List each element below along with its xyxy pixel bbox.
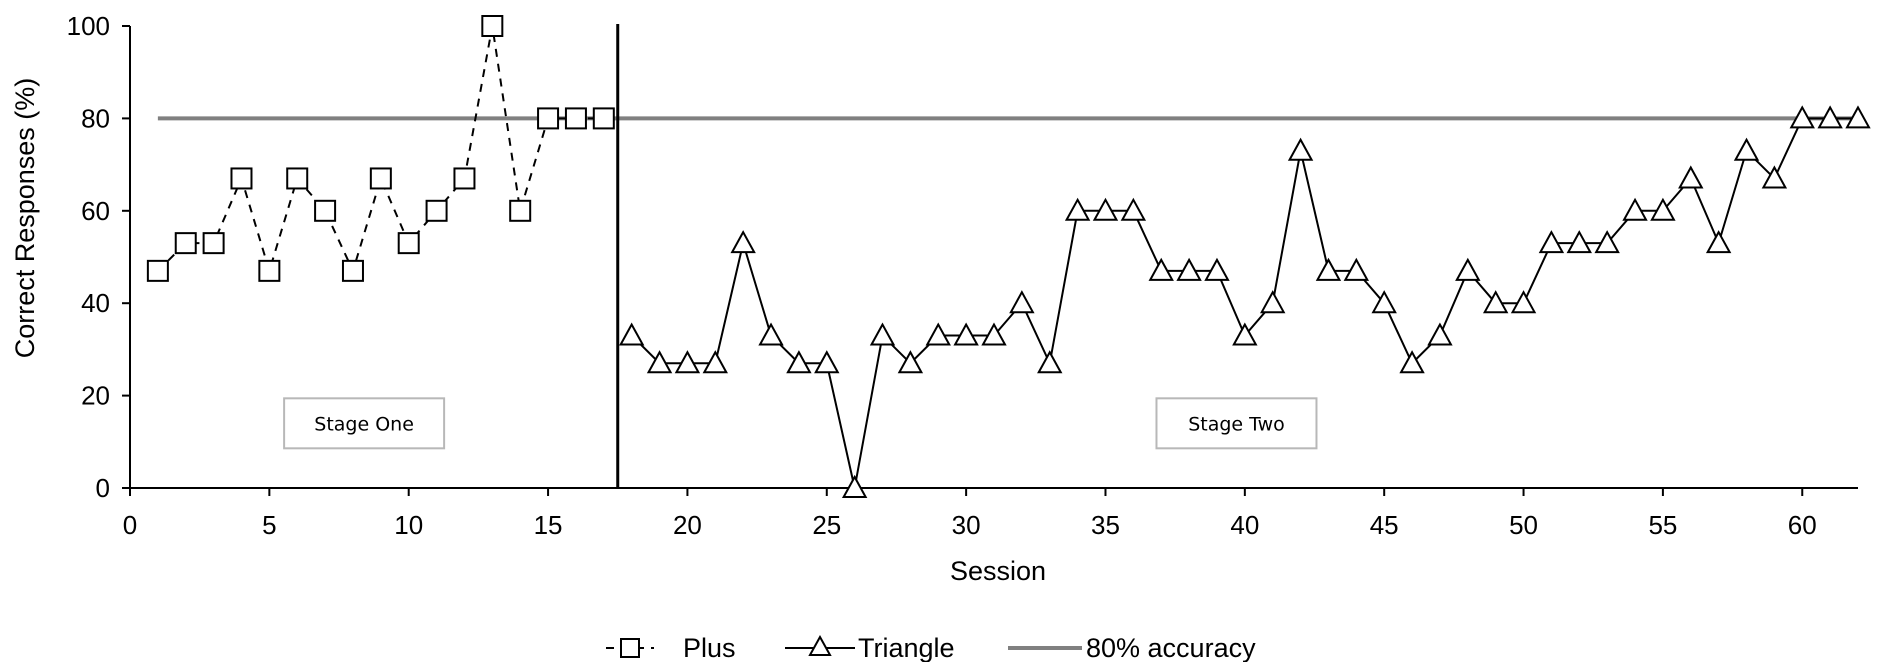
plus-data-point [481, 15, 504, 37]
plus-data-point [341, 259, 364, 282]
legend-swatch-plus-marker [620, 638, 640, 658]
triangle-data-point [841, 474, 868, 498]
legend-label-80-accuracy: 80% accuracy [1086, 633, 1256, 662]
triangle-data-point [1594, 230, 1620, 254]
triangle-data-point [953, 322, 979, 346]
x-tick-label: 5 [262, 510, 276, 540]
legend-label-triangle: Triangle [858, 633, 955, 662]
triangle-data-point [702, 350, 728, 374]
x-axis-title: Session [950, 556, 1046, 586]
y-tick-label: 20 [81, 381, 110, 411]
plus-data-point [202, 232, 225, 255]
triangle-data-point [1009, 290, 1035, 314]
triangle-data-point [1343, 257, 1370, 281]
x-tick-label: 15 [534, 510, 563, 540]
triangle-data-point [786, 350, 812, 374]
triangle-data-point [1622, 197, 1648, 221]
triangle-data-point [1761, 165, 1788, 189]
y-tick-label: 40 [81, 288, 110, 318]
legend-label-plus: Plus [683, 633, 736, 662]
legend-item-80-accuracy: 80% accuracy [1008, 633, 1256, 662]
stage-label-box [283, 397, 446, 450]
y-tick-label: 60 [81, 196, 110, 226]
triangle-data-point [1092, 197, 1119, 221]
triangle-data-point [1510, 290, 1537, 314]
triangle-data-point [869, 322, 896, 346]
x-tick-label: 35 [1091, 510, 1120, 540]
triangle-data-point [674, 350, 701, 374]
plus-data-point [425, 199, 448, 222]
triangle-data-point [1538, 230, 1565, 254]
triangle-data-point [1455, 257, 1481, 281]
triangle-data-point [1817, 105, 1843, 129]
legend: Plus Triangle 80% accuracy [606, 633, 1256, 662]
x-tick-label: 0 [123, 510, 137, 540]
plus-data-point [564, 107, 587, 130]
y-tick-label: 100 [67, 11, 110, 41]
triangle-data-point [1566, 230, 1592, 254]
x-tick-label: 60 [1788, 510, 1817, 540]
triangle-data-point [730, 230, 756, 254]
legend-swatch-triangle-marker [808, 634, 832, 656]
stage-label: Stage Two [1188, 413, 1285, 435]
triangle-data-point [1315, 257, 1342, 281]
plus-data-point [258, 259, 281, 282]
x-tick-label: 20 [673, 510, 702, 540]
triangle-data-point [1232, 322, 1258, 346]
triangle-data-point [1482, 290, 1509, 314]
triangle-data-point [981, 322, 1007, 346]
triangle-data-point [1287, 137, 1314, 161]
plus-data-point [369, 167, 392, 190]
y-axis-title: Correct Responses (%) [10, 78, 40, 359]
x-tick-label: 55 [1648, 510, 1677, 540]
triangle-data-point [1120, 197, 1147, 221]
x-tick-label: 25 [812, 510, 841, 540]
plus-data-point [397, 232, 420, 255]
plus-data-point [174, 232, 197, 255]
triangle-data-point [758, 322, 784, 346]
legend-item-plus: Plus [606, 633, 736, 662]
plus-data-point [146, 259, 169, 282]
plus-data-point [592, 107, 615, 130]
triangle-data-point [1733, 137, 1760, 161]
triangle-data-point [1148, 257, 1174, 281]
x-tick-label: 40 [1230, 510, 1259, 540]
triangle-data-point [897, 350, 924, 374]
x-tick-label: 30 [952, 510, 981, 540]
plus-data-point [453, 167, 476, 190]
y-tick-label: 0 [96, 473, 110, 503]
plus-data-point [314, 199, 337, 222]
triangle-data-point [925, 322, 951, 346]
y-tick-label: 80 [81, 103, 110, 133]
triangle-data-point [1705, 230, 1732, 254]
plus-data-point [230, 167, 253, 190]
stage-label-box [1155, 397, 1318, 450]
triangle-data-point [1204, 257, 1230, 281]
triangle-data-point [1650, 197, 1676, 221]
plus-data-point [286, 167, 309, 190]
legend-item-triangle: Triangle [785, 633, 955, 662]
triangle-data-point [1845, 105, 1871, 129]
triangle-data-point [1176, 257, 1202, 281]
stage-label: Stage One [314, 413, 414, 435]
triangle-data-point [1678, 165, 1704, 189]
triangle-data-point [1371, 290, 1397, 314]
series-plus-line [157, 25, 604, 275]
plus-data-point [537, 107, 560, 130]
x-tick-label: 45 [1370, 510, 1399, 540]
x-tick-label: 50 [1509, 510, 1538, 540]
triangle-data-point [1427, 322, 1453, 346]
triangle-data-point [814, 350, 840, 374]
plot-area: 0 20 40 60 80 100 0 5 10 15 20 25 30 35 40 45 50 55 60 Stag… [67, 11, 1871, 540]
triangle-data-point [618, 322, 645, 346]
triangle-data-point [1399, 350, 1425, 374]
triangle-data-point [1037, 350, 1063, 374]
triangle-data-point [1064, 197, 1091, 221]
triangle-data-point [646, 350, 673, 374]
x-tick-label: 10 [394, 510, 423, 540]
triangle-data-point [1789, 105, 1815, 129]
triangle-data-point [1260, 290, 1286, 314]
plus-data-point [509, 199, 532, 222]
